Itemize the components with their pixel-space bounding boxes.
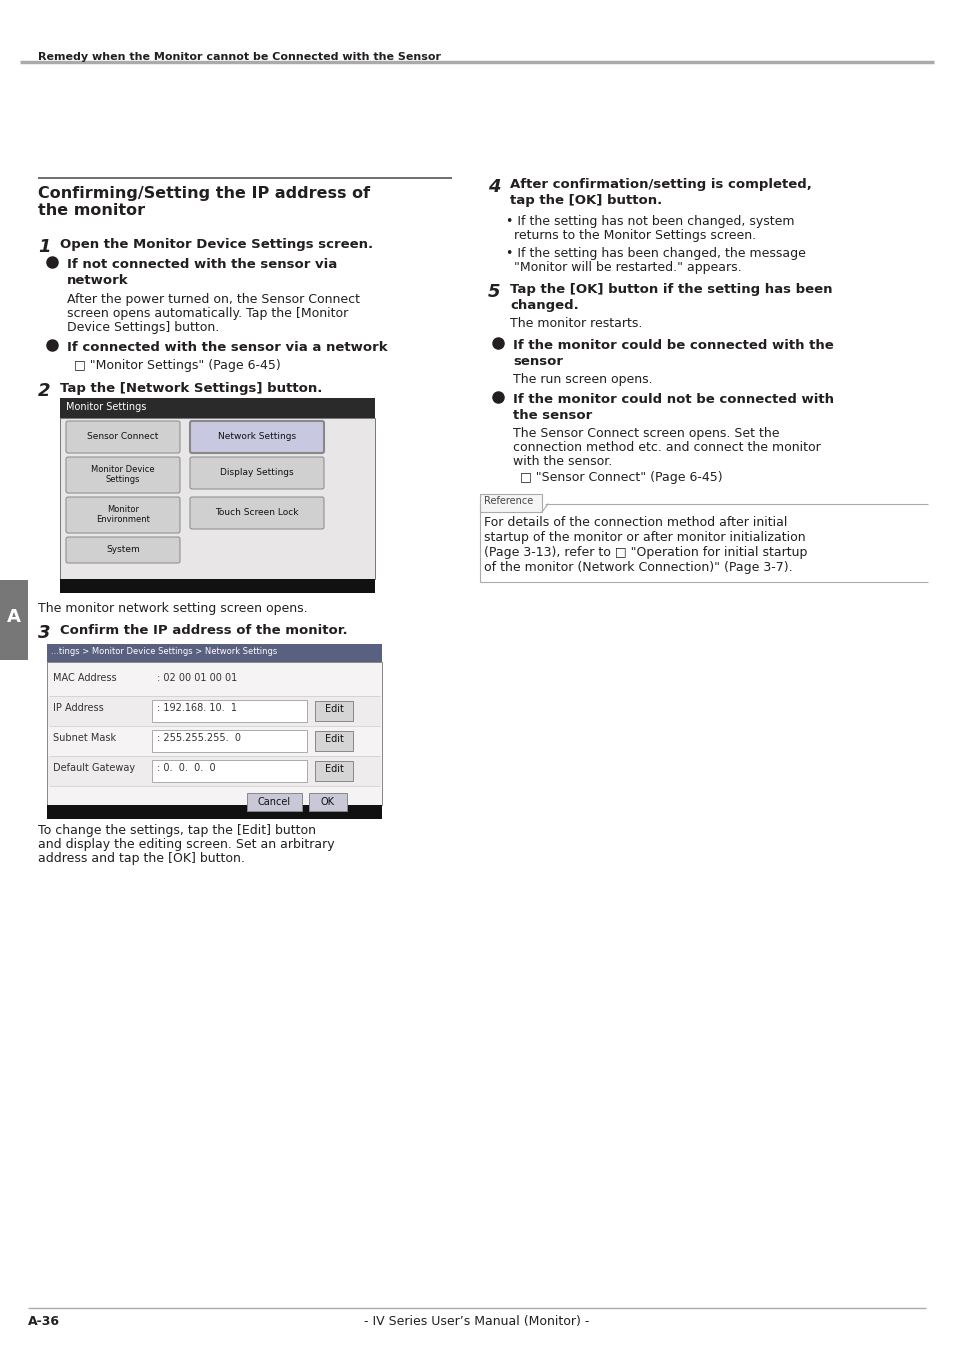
Bar xyxy=(60,398,375,418)
Text: Default Gateway: Default Gateway xyxy=(53,763,135,772)
Text: Subnet Mask: Subnet Mask xyxy=(53,733,116,743)
Text: Touch Screen Lock: Touch Screen Lock xyxy=(215,508,298,518)
Text: Edit: Edit xyxy=(324,764,343,774)
Text: Device Settings] button.: Device Settings] button. xyxy=(67,321,219,334)
Text: returns to the Monitor Settings screen.: returns to the Monitor Settings screen. xyxy=(514,229,756,243)
Text: Monitor Settings: Monitor Settings xyxy=(66,402,146,412)
Text: and display the editing screen. Set an arbitrary: and display the editing screen. Set an a… xyxy=(38,838,335,851)
Text: : 192.168. 10.  1: : 192.168. 10. 1 xyxy=(157,704,236,713)
Text: The run screen opens.: The run screen opens. xyxy=(513,373,652,386)
Text: Settings: Settings xyxy=(106,476,140,484)
Text: network: network xyxy=(67,274,129,287)
FancyBboxPatch shape xyxy=(190,457,324,489)
Text: the sensor: the sensor xyxy=(513,408,592,422)
Text: 3: 3 xyxy=(38,624,51,642)
Bar xyxy=(152,700,307,723)
Text: • If the setting has been changed, the message: • If the setting has been changed, the m… xyxy=(505,247,805,260)
Bar xyxy=(47,662,381,805)
Text: For details of the connection method after initial: For details of the connection method aft… xyxy=(483,516,786,528)
Text: address and tap the [OK] button.: address and tap the [OK] button. xyxy=(38,852,245,865)
Bar xyxy=(314,762,353,780)
Text: ...tings > Monitor Device Settings > Network Settings: ...tings > Monitor Device Settings > Net… xyxy=(51,647,277,656)
FancyBboxPatch shape xyxy=(190,497,324,528)
Text: Display Settings: Display Settings xyxy=(220,469,294,477)
FancyBboxPatch shape xyxy=(66,537,180,563)
Bar xyxy=(479,493,541,512)
Text: After confirmation/setting is completed,: After confirmation/setting is completed, xyxy=(510,178,811,191)
Text: Edit: Edit xyxy=(324,735,343,744)
Text: 4: 4 xyxy=(488,178,500,195)
Text: : 0.  0.  0.  0: : 0. 0. 0. 0 xyxy=(157,763,215,772)
Bar xyxy=(247,793,302,811)
Text: If the monitor could be connected with the: If the monitor could be connected with t… xyxy=(513,338,833,352)
Bar xyxy=(48,756,380,786)
FancyBboxPatch shape xyxy=(66,421,180,453)
Bar xyxy=(152,731,307,752)
Text: Monitor: Monitor xyxy=(107,506,139,515)
Text: If the monitor could not be connected with: If the monitor could not be connected wi… xyxy=(513,394,833,406)
Text: of the monitor (Network Connection)" (Page 3-7).: of the monitor (Network Connection)" (Pa… xyxy=(483,561,792,574)
Text: 1: 1 xyxy=(38,239,51,256)
Bar xyxy=(47,644,381,662)
Text: If not connected with the sensor via: If not connected with the sensor via xyxy=(67,257,337,271)
Text: "Monitor will be restarted." appears.: "Monitor will be restarted." appears. xyxy=(514,262,740,274)
Text: A: A xyxy=(7,608,21,625)
Text: startup of the monitor or after monitor initialization: startup of the monitor or after monitor … xyxy=(483,531,804,545)
Text: Cancel: Cancel xyxy=(257,797,291,807)
FancyBboxPatch shape xyxy=(190,421,324,453)
Text: Tap the [Network Settings] button.: Tap the [Network Settings] button. xyxy=(60,381,322,395)
FancyBboxPatch shape xyxy=(66,457,180,493)
Bar xyxy=(60,418,375,580)
Text: MAC Address: MAC Address xyxy=(53,673,116,683)
Text: Reference: Reference xyxy=(483,496,533,506)
FancyBboxPatch shape xyxy=(66,497,180,532)
Text: the monitor: the monitor xyxy=(38,204,145,218)
Bar xyxy=(48,727,380,756)
Text: with the sensor.: with the sensor. xyxy=(513,456,612,468)
Text: Monitor Device: Monitor Device xyxy=(91,465,154,474)
Text: If connected with the sensor via a network: If connected with the sensor via a netwo… xyxy=(67,341,387,355)
Text: : 255.255.255.  0: : 255.255.255. 0 xyxy=(157,733,241,743)
Bar xyxy=(60,580,375,593)
Text: 5: 5 xyxy=(488,283,500,301)
Text: The monitor restarts.: The monitor restarts. xyxy=(510,317,641,330)
Text: To change the settings, tap the [Edit] button: To change the settings, tap the [Edit] b… xyxy=(38,824,315,837)
Text: connection method etc. and connect the monitor: connection method etc. and connect the m… xyxy=(513,441,820,454)
Text: Confirm the IP address of the monitor.: Confirm the IP address of the monitor. xyxy=(60,624,347,638)
Text: Confirming/Setting the IP address of: Confirming/Setting the IP address of xyxy=(38,186,370,201)
Text: 2: 2 xyxy=(38,381,51,400)
Text: changed.: changed. xyxy=(510,299,578,311)
Text: Sensor Connect: Sensor Connect xyxy=(88,433,158,442)
Text: OK: OK xyxy=(320,797,335,807)
Text: After the power turned on, the Sensor Connect: After the power turned on, the Sensor Co… xyxy=(67,293,359,306)
Text: - IV Series User’s Manual (Monitor) -: - IV Series User’s Manual (Monitor) - xyxy=(364,1316,589,1328)
Text: □ "Sensor Connect" (Page 6-45): □ "Sensor Connect" (Page 6-45) xyxy=(519,470,721,484)
Bar xyxy=(152,760,307,782)
Bar xyxy=(314,701,353,721)
Text: A-36: A-36 xyxy=(28,1316,60,1328)
Text: tap the [OK] button.: tap the [OK] button. xyxy=(510,194,661,208)
Text: Remedy when the Monitor cannot be Connected with the Sensor: Remedy when the Monitor cannot be Connec… xyxy=(38,53,440,62)
Text: Environment: Environment xyxy=(96,515,150,524)
Text: screen opens automatically. Tap the [Monitor: screen opens automatically. Tap the [Mon… xyxy=(67,307,348,319)
Text: Network Settings: Network Settings xyxy=(217,433,295,442)
Text: (Page 3-13), refer to □ "Operation for initial startup: (Page 3-13), refer to □ "Operation for i… xyxy=(483,546,806,559)
Bar xyxy=(48,696,380,727)
Text: Open the Monitor Device Settings screen.: Open the Monitor Device Settings screen. xyxy=(60,239,373,251)
Text: IP Address: IP Address xyxy=(53,704,104,713)
Bar xyxy=(309,793,347,811)
Text: • If the setting has not been changed, system: • If the setting has not been changed, s… xyxy=(505,214,794,228)
Text: □ "Monitor Settings" (Page 6-45): □ "Monitor Settings" (Page 6-45) xyxy=(74,359,280,372)
Text: Tap the [OK] button if the setting has been: Tap the [OK] button if the setting has b… xyxy=(510,283,832,297)
Text: System: System xyxy=(106,546,140,554)
Text: Edit: Edit xyxy=(324,704,343,714)
Text: sensor: sensor xyxy=(513,355,562,368)
Bar xyxy=(314,731,353,751)
Bar xyxy=(47,805,381,820)
Bar xyxy=(48,666,380,696)
Text: : 02 00 01 00 01: : 02 00 01 00 01 xyxy=(157,673,237,683)
Text: The monitor network setting screen opens.: The monitor network setting screen opens… xyxy=(38,603,307,615)
Bar xyxy=(0,580,28,661)
Text: The Sensor Connect screen opens. Set the: The Sensor Connect screen opens. Set the xyxy=(513,427,779,439)
